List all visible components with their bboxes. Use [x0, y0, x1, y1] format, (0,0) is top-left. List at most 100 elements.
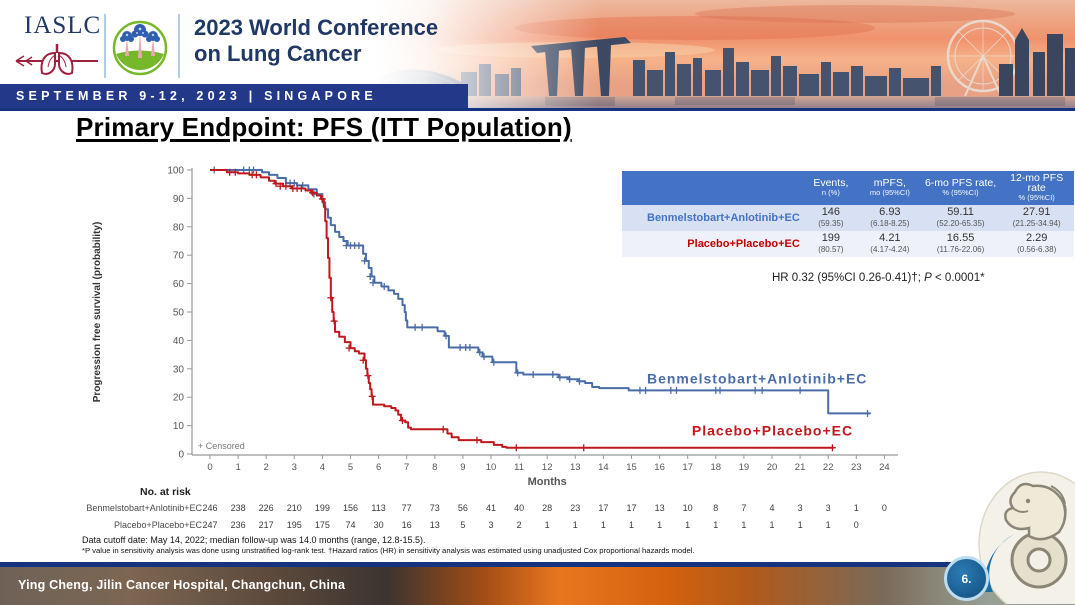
x-tick-label: 20 — [767, 462, 778, 473]
at-risk-value: 3 — [488, 520, 494, 530]
x-tick-label: 7 — [404, 462, 409, 473]
cell-events: 199 (80.57) — [803, 231, 858, 257]
x-tick-label: 24 — [879, 462, 890, 473]
cell-6mo: 16.55 (11.76-22.06) — [921, 231, 1000, 257]
x-tick-label: 22 — [823, 462, 834, 473]
table-header-6mo: 6-mo PFS rate, % (95%CI) — [921, 171, 1000, 205]
at-risk-value: 1 — [544, 520, 550, 530]
at-risk-value: 236 — [230, 520, 246, 530]
footnote-line1: Data cutoff date: May 14, 2022; median f… — [82, 535, 426, 545]
at-risk-value: 247 — [202, 520, 218, 530]
footnote-line2: *P value in sensitivity analysis was don… — [82, 546, 695, 555]
x-tick-label: 8 — [432, 462, 437, 473]
cell-mpfs: 4.21 (4.17-4.24) — [857, 231, 922, 257]
at-risk-value: 2 — [516, 520, 522, 530]
cell-12mo: 2.29 (0.56-6.38) — [999, 231, 1074, 257]
x-tick-label: 17 — [682, 462, 693, 473]
number-at-risk-table: No. at risk Benmelstobart+Anlotinib+EC 24… — [60, 486, 940, 542]
page-number: 6. — [961, 571, 972, 586]
x-tick-label: 1 — [235, 462, 240, 473]
x-tick-label: 23 — [851, 462, 862, 473]
y-tick-label: 70 — [173, 251, 185, 262]
results-table: Events, n (%) mPFS, mo (95%CI) 6-mo PFS … — [622, 171, 1074, 257]
at-risk-value: 1 — [628, 520, 634, 530]
x-tick-label: 10 — [486, 462, 497, 473]
x-tick-label: 0 — [207, 462, 212, 473]
table-header-mpfs: mPFS, mo (95%CI) — [857, 171, 922, 205]
at-risk-value: 1 — [853, 503, 859, 513]
header-rule — [0, 108, 1075, 111]
x-tick-label: 14 — [598, 462, 609, 473]
at-risk-value: 10 — [682, 503, 693, 513]
at-risk-value: 0 — [853, 520, 859, 530]
y-tick-label: 50 — [173, 308, 185, 319]
at-risk-row-label: Benmelstobart+Anlotinib+EC — [86, 503, 202, 513]
at-risk-value: 217 — [258, 520, 274, 530]
at-risk-value: 4 — [769, 503, 775, 513]
footer-rule — [0, 562, 1075, 567]
x-tick-label: 6 — [376, 462, 381, 473]
x-axis-label: Months — [528, 476, 567, 488]
at-risk-value: 156 — [342, 503, 359, 513]
x-tick-label: 18 — [711, 462, 722, 473]
row-label: Placebo+Placebo+EC — [622, 231, 804, 257]
lungs-icon — [14, 40, 100, 85]
y-tick-label: 40 — [173, 336, 185, 347]
at-risk-value: 30 — [373, 520, 384, 530]
at-risk-value: 246 — [202, 503, 218, 513]
x-tick-label: 13 — [570, 462, 581, 473]
hazard-ratio-text: HR 0.32 (95%CI 0.26-0.41)†; P < 0.0001* — [772, 272, 985, 284]
cell-12mo: 27.91 (21.25-34.94) — [999, 205, 1074, 231]
conference-title: 2023 World Conference on Lung Cancer — [194, 15, 438, 67]
at-risk-row-label: Placebo+Placebo+EC — [113, 520, 202, 530]
supertree-grove-logo-icon — [112, 20, 168, 81]
header: IASLC — [0, 0, 1075, 111]
at-risk-value: 8 — [713, 503, 719, 513]
table-header-events: Events, n (%) — [803, 171, 858, 205]
merlion-icon — [975, 456, 1075, 605]
y-tick-label: 80 — [173, 222, 185, 233]
conference-title-line1: 2023 World Conference — [194, 15, 439, 40]
at-risk-value: 5 — [460, 520, 466, 530]
at-risk-value: 199 — [314, 503, 330, 513]
at-risk-value: 238 — [230, 503, 246, 513]
x-tick-label: 3 — [292, 462, 297, 473]
at-risk-value: 0 — [881, 503, 887, 513]
x-tick-label: 19 — [739, 462, 750, 473]
table-header-row: Events, n (%) mPFS, mo (95%CI) 6-mo PFS … — [622, 171, 1074, 205]
at-risk-value: 1 — [797, 520, 803, 530]
at-risk-value: 13 — [429, 520, 440, 530]
y-tick-label: 60 — [173, 279, 185, 290]
iaslc-wordmark: IASLC — [24, 12, 102, 39]
at-risk-value: 17 — [598, 503, 609, 513]
x-tick-label: 21 — [795, 462, 806, 473]
x-tick-label: 2 — [264, 462, 269, 473]
table-header-empty — [622, 171, 804, 205]
at-risk-value: 74 — [345, 520, 356, 530]
at-risk-value: 23 — [570, 503, 581, 513]
at-risk-value: 1 — [741, 520, 747, 530]
at-risk-value: 1 — [713, 520, 719, 530]
at-risk-heading: No. at risk — [140, 486, 191, 498]
table-row-placebo: Placebo+Placebo+EC 199 (80.57) 4.21 (4.17-… — [622, 231, 1074, 257]
censored-note: + Censored — [198, 441, 245, 451]
at-risk-value: 16 — [401, 520, 412, 530]
conference-title-line2: on Lung Cancer — [194, 41, 362, 66]
x-tick-label: 12 — [542, 462, 553, 473]
table-row-benmelstobart: Benmelstobart+Anlotinib+EC 146 (59.35) 6.… — [622, 205, 1074, 231]
at-risk-value: 40 — [514, 503, 525, 513]
at-risk-value: 226 — [258, 503, 274, 513]
photo-fade-overlay — [375, 0, 1075, 108]
date-banner: SEPTEMBER 9-12, 2023 | SINGAPORE — [0, 84, 468, 108]
x-tick-label: 15 — [626, 462, 637, 473]
at-risk-value: 17 — [626, 503, 637, 513]
at-risk-value: 113 — [371, 503, 386, 513]
at-risk-value: 1 — [685, 520, 691, 530]
footnotes: Data cutoff date: May 14, 2022; median f… — [82, 535, 695, 556]
at-risk-value: 7 — [741, 503, 747, 513]
at-risk-value: 210 — [286, 503, 302, 513]
at-risk-value: 1 — [600, 520, 606, 530]
y-tick-label: 90 — [173, 194, 185, 205]
x-tick-label: 16 — [654, 462, 665, 473]
